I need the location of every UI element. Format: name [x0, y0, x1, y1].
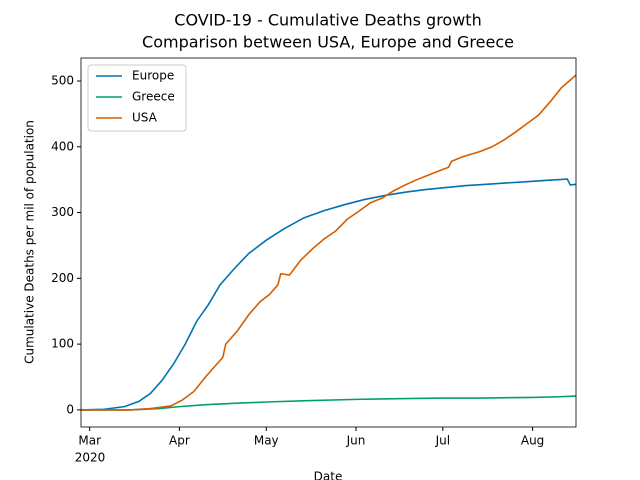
legend-label: Europe — [132, 69, 174, 83]
y-tick-label: 400 — [51, 139, 74, 153]
chart-title: COVID-19 - Cumulative Deaths growth — [174, 11, 481, 30]
y-tick-label: 0 — [66, 402, 74, 416]
series-line — [81, 74, 577, 411]
series-line — [80, 178, 577, 411]
series-line — [81, 395, 577, 411]
x-axis-label: Date — [314, 470, 343, 480]
plot-frame — [80, 57, 577, 428]
legend-label: Greece — [132, 90, 175, 104]
x-tick-label: Mar — [78, 434, 101, 448]
chart-subtitle: Comparison between USA, Europe and Greec… — [142, 33, 514, 52]
x-tick-label: Jul — [435, 434, 450, 448]
y-tick-label: 100 — [51, 337, 74, 351]
y-tick-label: 200 — [51, 271, 74, 285]
x-tick-label: Jun — [346, 434, 366, 448]
legend-label: USA — [132, 111, 158, 125]
x-tick-label: Apr — [169, 434, 190, 448]
legend-box — [87, 64, 187, 132]
y-tick-label: 300 — [51, 205, 74, 219]
x-tick-label: May — [254, 434, 279, 448]
y-tick-label: 500 — [51, 74, 74, 88]
y-axis-label: Cumulative Deaths per mil of population — [23, 120, 37, 364]
x-year-label: 2020 — [75, 451, 106, 465]
x-tick-label: Aug — [521, 434, 544, 448]
